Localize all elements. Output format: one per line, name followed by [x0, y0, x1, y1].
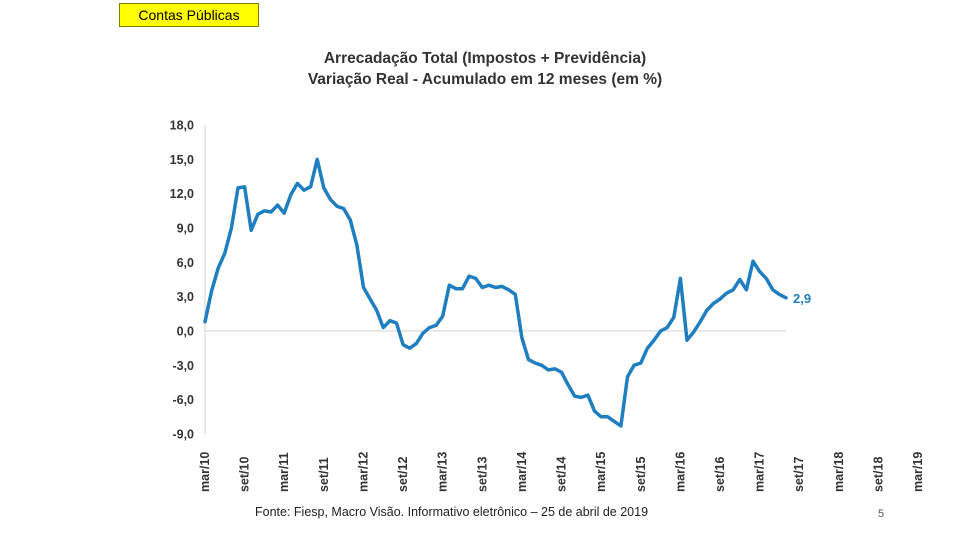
- x-tick-label: set/12: [396, 457, 410, 492]
- x-tick-label: mar/12: [356, 452, 370, 492]
- x-axis: mar/10 set/10 mar/11 set/11 mar/12 set/12 mar/…: [198, 330, 925, 492]
- x-tick-label: set/15: [634, 457, 648, 492]
- x-tick-label: mar/14: [515, 452, 529, 492]
- source-note: Fonte: Fiesp, Macro Visão. Informativo e…: [255, 505, 649, 519]
- section-badge: Contas Públicas: [119, 3, 259, 27]
- x-tick-label: mar/17: [753, 452, 767, 492]
- chart-title: Arrecadação Total (Impostos + Previdênci…: [323, 50, 647, 67]
- y-tick-label: 12,0: [170, 187, 194, 201]
- x-tick-label: mar/11: [277, 452, 291, 492]
- x-tick-label: set/10: [238, 457, 252, 492]
- x-tick-label: mar/13: [436, 452, 450, 492]
- y-tick-label: -6,0: [172, 393, 194, 407]
- y-tick-label: 15,0: [170, 153, 194, 167]
- x-tick-label: set/18: [871, 457, 885, 492]
- x-tick-label: mar/16: [673, 452, 687, 492]
- y-tick-label: 9,0: [177, 222, 194, 236]
- page-number: 5: [878, 508, 885, 520]
- x-tick-label: set/11: [317, 457, 331, 492]
- y-tick-label: -9,0: [172, 428, 194, 442]
- x-tick-label: set/17: [792, 457, 806, 492]
- y-tick-label: 3,0: [177, 290, 194, 304]
- end-value-label: 2,9: [793, 291, 811, 306]
- x-tick-label: set/16: [713, 457, 727, 492]
- chart-subtitle: Variação Real - Acumulado em 12 meses (e…: [307, 71, 663, 88]
- chart-title-block: Arrecadação Total (Impostos + Previdênci…: [230, 48, 740, 90]
- x-tick-label: set/13: [475, 457, 489, 492]
- y-tick-label: 18,0: [170, 119, 194, 133]
- plot-area: 2,9: [203, 157, 811, 428]
- x-tick-label: mar/19: [911, 452, 925, 492]
- x-tick-label: mar/15: [594, 452, 608, 492]
- y-axis: 18,0 15,0 12,0 9,0 6,0 3,0 0,0 -3,0 -6,0 -9,0: [170, 119, 206, 442]
- x-tick-label: mar/10: [198, 452, 212, 492]
- series-line: [203, 157, 788, 428]
- x-tick-label: mar/18: [832, 452, 846, 492]
- x-tick-label: set/14: [555, 457, 569, 492]
- y-tick-label: -3,0: [172, 359, 194, 373]
- y-tick-label: 6,0: [177, 256, 194, 270]
- y-tick-label: 0,0: [177, 325, 194, 339]
